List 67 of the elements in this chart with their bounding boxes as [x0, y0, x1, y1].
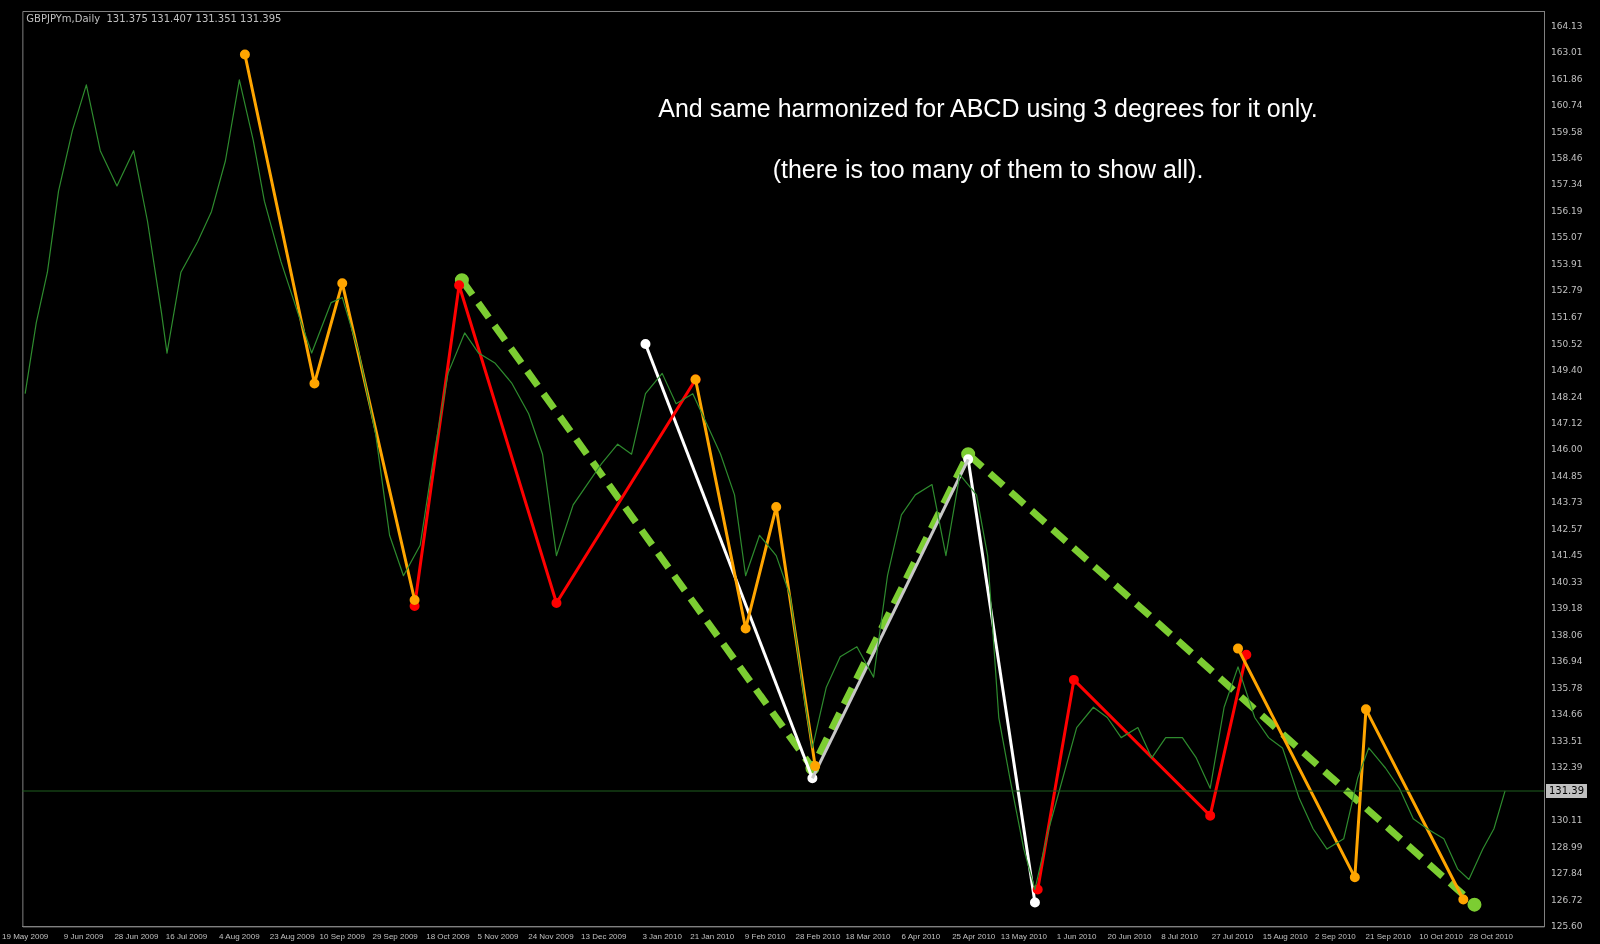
x-tick-label: 18 Mar 2010	[845, 932, 892, 942]
y-tick-label: 135.78	[1551, 682, 1583, 693]
y-tick-label: 152.79	[1551, 285, 1583, 296]
x-tick-label: 4 Aug 2009	[219, 932, 261, 942]
y-tick-label: 158.46	[1551, 153, 1583, 163]
y-tick-label: 151.67	[1551, 311, 1583, 322]
y-tick-label: 138.06	[1551, 629, 1583, 640]
x-tick-label: 3 Jan 2010	[642, 932, 683, 942]
x-tick-label: 16 Jul 2009	[165, 932, 208, 942]
x-tick-label: 8 Jul 2010	[1161, 932, 1199, 942]
y-tick-label: 147.12	[1551, 417, 1583, 428]
y-tick-label: 130.11	[1551, 815, 1583, 826]
y-tick-label: 126.72	[1551, 894, 1583, 905]
y-tick-label: 132.39	[1551, 762, 1583, 773]
y-tick-label: 156.19	[1551, 206, 1583, 217]
x-tick-label: 19 May 2009	[2, 932, 49, 942]
y-tick-label: 161.86	[1551, 73, 1583, 84]
y-tick-label: 141.45	[1551, 550, 1583, 561]
x-tick-label: 29 Sep 2009	[372, 932, 419, 942]
x-tick-label: 24 Nov 2009	[528, 932, 575, 942]
x-tick-label: 10 Oct 2010	[1419, 932, 1464, 942]
x-tick-label: 18 Oct 2009	[426, 932, 471, 942]
y-tick-label: 140.33	[1551, 576, 1583, 587]
annotation: (there is too many of them to show all).	[772, 154, 1204, 183]
y-tick-label: 142.57	[1551, 524, 1583, 535]
y-tick-label: 139.18	[1551, 603, 1583, 614]
y-tick-label: 133.51	[1551, 735, 1583, 746]
y-tick-label: 128.99	[1551, 841, 1583, 852]
y-tick-label: 153.91	[1551, 259, 1583, 270]
x-tick-label: 5 Nov 2009	[477, 932, 520, 942]
x-tick-label: 2 Sep 2010	[1314, 932, 1357, 942]
y-tick-label: 164.13	[1551, 20, 1583, 31]
y-tick-label: 125.60	[1551, 920, 1583, 931]
x-tick-label: 13 May 2010	[1000, 932, 1048, 942]
x-tick-label: 20 Jun 2010	[1107, 932, 1153, 942]
x-tick-label: 28 Oct 2010	[1469, 932, 1514, 942]
y-tick-label: 159.58	[1551, 126, 1583, 137]
y-tick-label: 146.00	[1551, 444, 1583, 455]
chart-title: GBPJPYm,Daily 131.375 131.407 131.351 131.395	[26, 12, 282, 24]
y-tick-label: 155.07	[1551, 232, 1583, 243]
ref-line-label: 131.39	[1549, 784, 1584, 796]
x-tick-label: 27 Jul 2010	[1211, 932, 1254, 942]
x-tick-label: 21 Jan 2010	[690, 932, 735, 942]
y-tick-label: 134.66	[1551, 709, 1583, 720]
x-tick-label: 28 Jun 2009	[114, 932, 159, 942]
x-tick-label: 15 Aug 2010	[1262, 932, 1309, 942]
y-tick-label: 136.94	[1551, 655, 1583, 666]
y-tick-label: 150.52	[1551, 338, 1583, 349]
y-tick-label: 148.24	[1551, 391, 1583, 402]
x-tick-label: 28 Feb 2010	[795, 932, 841, 942]
x-tick-label: 9 Feb 2010	[744, 932, 786, 942]
x-tick-label: 23 Aug 2009	[269, 932, 316, 942]
x-tick-label: 10 Sep 2009	[319, 932, 366, 942]
x-tick-label: 13 Dec 2009	[581, 932, 627, 942]
x-tick-label: 9 Jun 2009	[63, 932, 104, 942]
y-tick-label: 127.84	[1551, 868, 1583, 879]
y-tick-label: 163.01	[1551, 46, 1583, 57]
x-tick-label: 1 Jun 2010	[1056, 932, 1097, 942]
x-tick-label: 25 Apr 2010	[952, 932, 996, 942]
y-tick-label: 157.34	[1551, 179, 1583, 190]
y-tick-label: 149.40	[1551, 364, 1583, 375]
y-tick-label: 144.85	[1551, 470, 1583, 481]
x-tick-label: 21 Sep 2010	[1365, 932, 1412, 942]
annotation: And same harmonized for ABCD using 3 degrees for it only.	[658, 93, 1318, 122]
x-tick-label: 6 Apr 2010	[901, 932, 941, 942]
y-tick-label: 160.74	[1551, 99, 1583, 110]
y-tick-label: 143.73	[1551, 497, 1583, 508]
